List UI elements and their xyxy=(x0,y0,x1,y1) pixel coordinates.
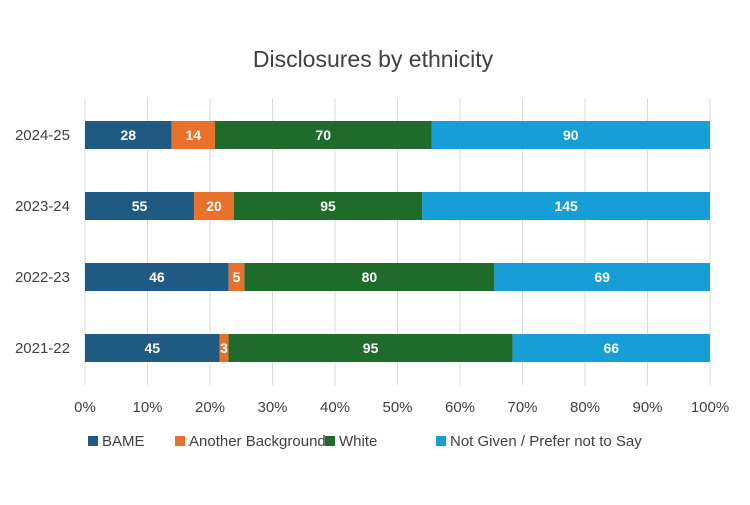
bar-segment xyxy=(85,192,195,220)
bar-segment xyxy=(494,263,710,291)
x-tick-label: 70% xyxy=(507,399,537,416)
category-label: 2024-25 xyxy=(15,127,70,144)
bar-segment xyxy=(85,263,229,291)
y-axis-labels: 2024-25 2023-24 2022-23 2021-22 xyxy=(15,127,70,357)
x-tick-label: 60% xyxy=(445,399,475,416)
legend-label: White xyxy=(339,433,377,450)
x-tick-label: 0% xyxy=(74,399,96,416)
bar-segment xyxy=(431,121,710,149)
data-label: 70 xyxy=(315,127,331,143)
data-label: 45 xyxy=(144,340,160,356)
data-label: 14 xyxy=(186,127,202,143)
chart-title: Disclosures by ethnicity xyxy=(253,46,494,72)
bar-segment xyxy=(244,263,495,291)
data-label: 90 xyxy=(563,127,579,143)
category-label: 2022-23 xyxy=(15,269,70,286)
category-label: 2021-22 xyxy=(15,340,70,357)
bar-segment xyxy=(228,334,513,362)
x-tick-label: 100% xyxy=(691,399,729,416)
bar-segment xyxy=(228,263,245,291)
x-tick-label: 40% xyxy=(320,399,350,416)
bar-segment xyxy=(85,334,220,362)
legend-item: Not Given / Prefer not to Say xyxy=(436,433,642,450)
x-tick-label: 30% xyxy=(257,399,287,416)
x-tick-label: 90% xyxy=(632,399,662,416)
legend-item: White xyxy=(325,433,377,450)
bar-segment xyxy=(422,192,710,220)
x-tick-label: 10% xyxy=(132,399,162,416)
legend-item: BAME xyxy=(88,433,145,450)
legend-swatch xyxy=(88,436,98,446)
legend-label: Not Given / Prefer not to Say xyxy=(450,433,642,450)
bars xyxy=(85,121,710,362)
data-label: 28 xyxy=(121,127,137,143)
legend-swatch xyxy=(325,436,335,446)
legend: BAME Another Background White Not Given / P… xyxy=(88,433,642,450)
data-label: 20 xyxy=(206,198,222,214)
bar-segment xyxy=(512,334,710,362)
data-label: 3 xyxy=(220,340,228,356)
legend-swatch xyxy=(175,436,185,446)
legend-swatch xyxy=(436,436,446,446)
x-tick-label: 50% xyxy=(382,399,412,416)
data-label: 55 xyxy=(132,198,148,214)
data-label: 80 xyxy=(362,269,378,285)
bar-segment xyxy=(85,121,172,149)
legend-label: Another Background xyxy=(189,433,326,450)
x-tick-label: 80% xyxy=(570,399,600,416)
data-label: 69 xyxy=(594,269,610,285)
category-label: 2023-24 xyxy=(15,198,70,215)
data-label: 95 xyxy=(363,340,379,356)
legend-label: BAME xyxy=(102,433,145,450)
bar-segment xyxy=(194,192,234,220)
data-label: 5 xyxy=(233,269,241,285)
data-label: 66 xyxy=(604,340,620,356)
bar-segment xyxy=(214,121,432,149)
bar-segment xyxy=(171,121,215,149)
bar-segment xyxy=(219,334,229,362)
data-label: 95 xyxy=(320,198,336,214)
data-label: 46 xyxy=(149,269,165,285)
x-axis-tick-labels: 0% 10% 20% 30% 40% 50% 60% 70% 80% 90% 100% xyxy=(74,399,729,416)
x-tick-label: 20% xyxy=(195,399,225,416)
bar-segment xyxy=(233,192,423,220)
data-label: 145 xyxy=(554,198,578,214)
legend-item: Another Background xyxy=(175,433,326,450)
data-labels: 28 14 70 90 55 20 95 145 46 5 80 69 45 3 95 66 xyxy=(121,127,620,356)
